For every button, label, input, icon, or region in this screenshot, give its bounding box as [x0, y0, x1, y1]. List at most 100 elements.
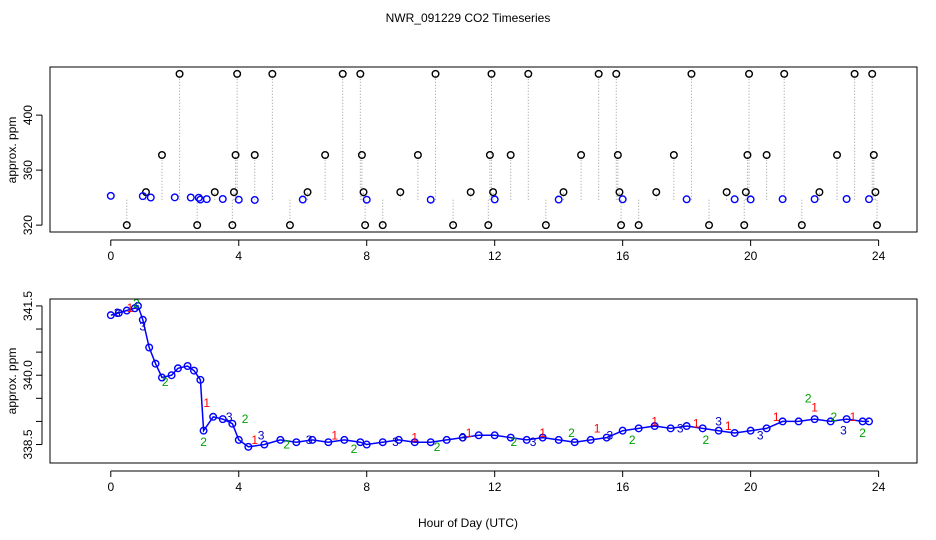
- top-point: [815, 188, 824, 197]
- figure-title: NWR_091229 CO2 Timeseries: [386, 11, 551, 25]
- bottom-digit-marker: 2: [434, 440, 441, 454]
- bottom-x-tick-label: 12: [488, 480, 502, 494]
- bottom-digit-marker: 3: [459, 431, 466, 445]
- top-point: [506, 150, 515, 159]
- top-x-tick-label: 0: [107, 249, 114, 263]
- bottom-digit-marker: 1: [203, 396, 210, 410]
- bottom-point: [586, 435, 595, 444]
- top-point: [359, 188, 368, 197]
- top-point: [612, 69, 621, 78]
- bottom-digit-marker: 3: [607, 428, 614, 442]
- top-point: [778, 195, 787, 204]
- top-panel-frame: [49, 66, 918, 233]
- top-point: [194, 193, 203, 202]
- top-point: [106, 191, 115, 200]
- top-point: [489, 188, 498, 197]
- bottom-digit-marker: 1: [331, 428, 338, 442]
- bottom-point: [157, 373, 166, 382]
- top-point: [594, 69, 603, 78]
- top-point: [138, 192, 147, 201]
- top-point: [449, 221, 458, 230]
- bottom-point: [458, 433, 467, 442]
- bottom-digit-marker: 1: [725, 419, 732, 433]
- bottom-point: [666, 424, 675, 433]
- top-point: [524, 69, 533, 78]
- bottom-point: [474, 431, 483, 440]
- bottom-point: [340, 435, 349, 444]
- bottom-point: [865, 417, 874, 426]
- bottom-digit-marker: 1: [651, 414, 658, 428]
- bottom-y-tick-label: 340.0: [21, 360, 35, 390]
- bottom-digit-marker: 3: [226, 410, 233, 424]
- bottom-x-tick-label: 24: [872, 480, 886, 494]
- top-point: [541, 221, 550, 230]
- top-point: [466, 188, 475, 197]
- top-point: [869, 150, 878, 159]
- top-point: [338, 69, 347, 78]
- bottom-digit-marker: 3: [757, 428, 764, 442]
- bottom-digit-marker: 1: [811, 401, 818, 415]
- top-point: [193, 221, 202, 230]
- top-point: [362, 195, 371, 204]
- top-point: [228, 221, 237, 230]
- top-point: [122, 221, 131, 230]
- top-point: [210, 188, 219, 197]
- top-point: [146, 193, 155, 202]
- bottom-digit-marker: 2: [511, 435, 518, 449]
- top-point: [746, 195, 755, 204]
- top-point: [810, 195, 819, 204]
- bottom-panel-frame: [49, 298, 918, 464]
- bottom-digit-marker: 3: [114, 306, 121, 320]
- top-point: [484, 221, 493, 230]
- top-point: [485, 150, 494, 159]
- bottom-y-axis: 338.5 340.0 341.5: [21, 291, 43, 460]
- bottom-digit-marker: 1: [693, 417, 700, 431]
- bottom-y-tick-label: 341.5: [21, 291, 35, 321]
- bottom-x-tick-label: 16: [616, 480, 630, 494]
- top-point: [231, 150, 240, 159]
- bottom-digit-marker: 1: [773, 410, 780, 424]
- top-point: [303, 188, 312, 197]
- top-y-tick-label: 320: [21, 215, 35, 235]
- bottom-point: [114, 308, 123, 317]
- top-point: [413, 150, 422, 159]
- top-point: [426, 195, 435, 204]
- top-point: [615, 188, 624, 197]
- top-point: [175, 69, 184, 78]
- top-point: [873, 221, 882, 230]
- bottom-x-axis: 0 4 8 12 16 20 24: [107, 470, 886, 494]
- bottom-point: [442, 435, 451, 444]
- top-point: [250, 150, 259, 159]
- bottom-digit-marker: 2: [629, 433, 636, 447]
- bottom-point: [714, 426, 723, 435]
- bottom-digit-marker: 2: [162, 375, 169, 389]
- top-x-tick-label: 24: [872, 249, 886, 263]
- bottom-x-tick-label: 4: [235, 480, 242, 494]
- top-point: [361, 221, 370, 230]
- bottom-digit-marker: 3: [840, 424, 847, 438]
- top-point: [762, 150, 771, 159]
- top-point: [687, 69, 696, 78]
- top-point: [229, 188, 238, 197]
- bottom-digit-marker: 1: [127, 301, 134, 315]
- bottom-digit-marker: 3: [715, 414, 722, 428]
- bottom-digit-marker: 3: [306, 433, 313, 447]
- bottom-point: [122, 306, 131, 315]
- bottom-point: [199, 426, 208, 435]
- top-point: [396, 188, 405, 197]
- top-y-tick-label: 400: [21, 105, 35, 125]
- bottom-point: [762, 424, 771, 433]
- bottom-point: [244, 442, 253, 451]
- bottom-point: [682, 422, 691, 431]
- top-point: [196, 195, 205, 204]
- bottom-digit-marker: 2: [859, 426, 866, 440]
- x-axis-label: Hour of Day (UTC): [418, 516, 518, 530]
- top-point: [378, 221, 387, 230]
- top-point: [833, 150, 842, 159]
- top-point: [170, 193, 179, 202]
- bottom-point: [698, 424, 707, 433]
- top-point: [682, 195, 691, 204]
- bottom-point: [570, 438, 579, 447]
- top-point: [617, 221, 626, 230]
